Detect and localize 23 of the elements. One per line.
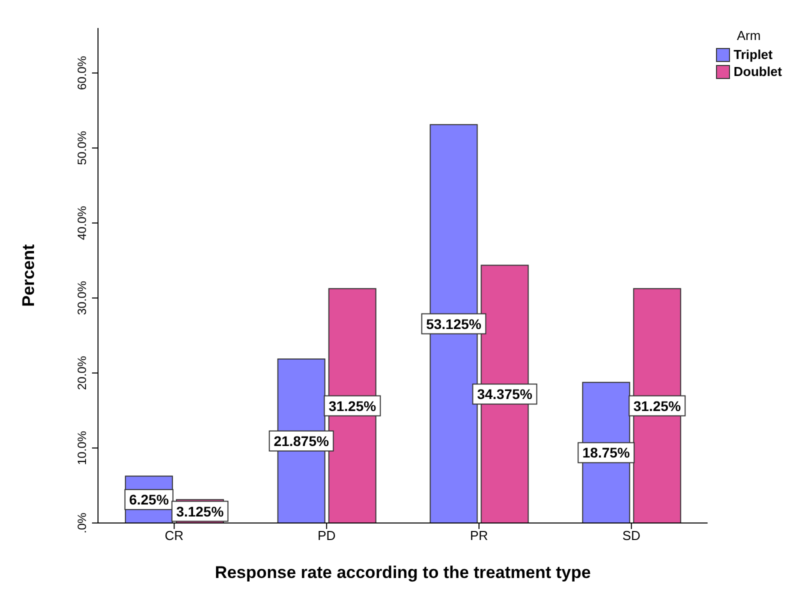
y-tick-label: 30.0% (75, 280, 89, 316)
y-tick-label: 20.0% (75, 356, 89, 390)
y-axis-title: Percent (19, 244, 38, 307)
x-axis-title: Response rate according to the treatment type (214, 563, 591, 582)
x-tick-label: PD (318, 528, 336, 544)
legend-label: Triplet (732, 47, 774, 62)
y-tick-label: 10.0% (75, 430, 89, 466)
data-label: 31.25% (633, 398, 682, 414)
legend-title: Arm (736, 28, 762, 43)
data-label: 53.125% (426, 316, 482, 332)
y-tick-label: 50.0% (75, 130, 89, 166)
data-label: 21.875% (274, 432, 330, 449)
x-tick-label: SD (622, 528, 640, 544)
data-label: 18.75% (582, 444, 630, 461)
y-tick-label: 40.0% (75, 206, 89, 240)
data-label: 34.375% (477, 386, 533, 402)
data-label: 6.25% (129, 492, 170, 508)
y-tick-label: .0% (75, 512, 89, 534)
data-label: 31.25% (328, 398, 377, 414)
x-tick-label: PR (470, 528, 488, 544)
legend-label: Doublet (732, 64, 782, 79)
y-tick-label: 60.0% (75, 56, 89, 90)
x-tick-label: CR (164, 528, 184, 544)
